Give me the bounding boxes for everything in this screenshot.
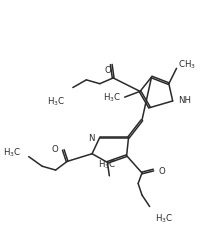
- Text: H$_3$C: H$_3$C: [98, 158, 117, 171]
- Text: NH: NH: [178, 96, 191, 105]
- Text: H$_3$C: H$_3$C: [47, 95, 65, 108]
- Text: O: O: [104, 66, 111, 75]
- Text: H$_3$C: H$_3$C: [103, 92, 121, 104]
- Text: N: N: [88, 134, 95, 143]
- Text: H$_3$C: H$_3$C: [3, 147, 21, 159]
- Text: O: O: [52, 145, 59, 155]
- Text: O: O: [158, 166, 165, 176]
- Text: CH$_3$: CH$_3$: [178, 58, 196, 71]
- Text: H$_3$C: H$_3$C: [155, 212, 174, 225]
